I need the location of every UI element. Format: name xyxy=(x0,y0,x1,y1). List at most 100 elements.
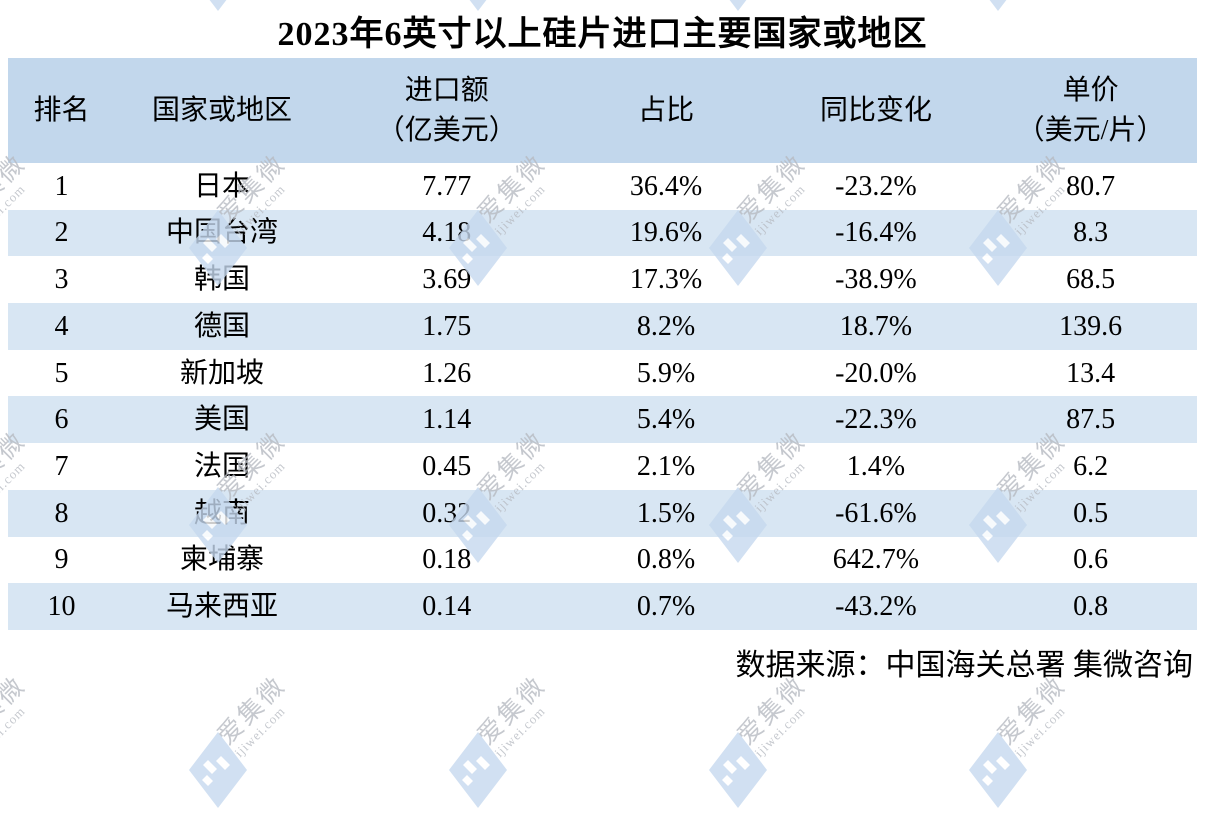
cell-value: -38.9% xyxy=(835,264,917,296)
cell-value: 80.7 xyxy=(1066,170,1116,202)
cell-value: 4 xyxy=(54,310,69,342)
watermark-domain: ijiwei.com xyxy=(231,703,289,760)
cell-share: 5.9% xyxy=(564,350,767,397)
col-header-rank: 排名 xyxy=(33,94,90,126)
cell-import-value: 1.75 xyxy=(329,303,564,350)
cell-value: 139.6 xyxy=(1059,310,1123,342)
cell-value: 7 xyxy=(54,450,69,482)
watermark-domain: ijiwei.com xyxy=(1011,703,1069,760)
cell-yoy-change: -38.9% xyxy=(768,256,984,303)
cell-value: 6.2 xyxy=(1073,450,1109,482)
cell-value: 3 xyxy=(54,264,69,296)
cell-country: 越南 xyxy=(115,490,329,537)
cell-rank: 9 xyxy=(8,537,115,584)
cell-unit-price: 8.3 xyxy=(984,210,1197,257)
watermark-brand: 爱集微 xyxy=(212,671,292,751)
cell-unit-price: 80.7 xyxy=(984,163,1197,210)
table-header: 排名 国家或地区 进口额 （亿美元） 占比 同比变化 单价 （美元/片） xyxy=(8,58,1197,163)
ijiwei-logo-icon xyxy=(189,732,247,808)
cell-unit-price: 13.4 xyxy=(984,350,1197,397)
cell-value: 越南 xyxy=(194,497,251,529)
cell-import-value: 4.18 xyxy=(329,210,564,257)
cell-share: 36.4% xyxy=(564,163,767,210)
cell-yoy-change: -20.0% xyxy=(768,350,984,397)
watermark-text: 爱集微 ijiwei.com xyxy=(0,672,41,760)
cell-yoy-change: 1.4% xyxy=(768,443,984,490)
table-body: 1 日本 7.77 36.4% -23.2% 80.7 2 中国台湾 4.18 19.6% -16.… xyxy=(8,163,1197,630)
cell-value: 10 xyxy=(47,590,76,622)
table-row: 2 中国台湾 4.18 19.6% -16.4% 8.3 xyxy=(8,209,1197,257)
table-row: 10 马来西亚 0.14 0.7% -43.2% 0.8 xyxy=(8,583,1197,630)
cell-value: 1.5% xyxy=(636,497,696,529)
cell-value: 0.8 xyxy=(1073,590,1109,622)
cell-value: 韩国 xyxy=(194,264,251,296)
cell-value: 642.7% xyxy=(832,544,920,576)
cell-rank: 2 xyxy=(8,210,115,257)
cell-rank: 7 xyxy=(8,443,115,490)
cell-share: 8.2% xyxy=(564,303,767,350)
cell-value: 2 xyxy=(54,217,69,249)
cell-share: 19.6% xyxy=(564,210,767,257)
watermark-brand: 爱集微 xyxy=(472,671,552,751)
table-row: 3 韩国 3.69 17.3% -38.9% 68.5 xyxy=(8,256,1197,303)
cell-value: 8.2% xyxy=(636,310,696,342)
cell-value: 1.75 xyxy=(422,310,472,342)
cell-value: -22.3% xyxy=(835,404,917,436)
cell-yoy-change: 18.7% xyxy=(768,303,984,350)
watermark-domain: ijiwei.com xyxy=(0,703,29,760)
cell-value: 0.45 xyxy=(422,450,472,482)
cell-value: 5 xyxy=(54,357,69,389)
col-header-import-value: 进口额 （亿美元） xyxy=(376,75,517,146)
cell-rank: 4 xyxy=(8,303,115,350)
table-row: 9 柬埔寨 0.18 0.8% 642.7% 0.6 xyxy=(8,537,1197,584)
cell-value: 0.32 xyxy=(422,497,472,529)
cell-value: 0.8% xyxy=(636,544,696,576)
col-header-country: 国家或地区 xyxy=(152,94,293,126)
cell-value: 0.14 xyxy=(422,590,472,622)
cell-value: 2.1% xyxy=(636,450,696,482)
ijiwei-logo-icon xyxy=(709,732,767,808)
cell-value: 36.4% xyxy=(629,170,703,202)
cell-unit-price: 6.2 xyxy=(984,443,1197,490)
cell-value: 17.3% xyxy=(629,264,703,296)
cell-yoy-change: -61.6% xyxy=(768,490,984,537)
cell-yoy-change: -23.2% xyxy=(768,163,984,210)
import-table: 排名 国家或地区 进口额 （亿美元） 占比 同比变化 单价 （美元/片） 1 日本 7.… xyxy=(8,58,1197,630)
cell-country: 韩国 xyxy=(115,256,329,303)
table-row: 5 新加坡 1.26 5.9% -20.0% 13.4 xyxy=(8,350,1197,397)
cell-value: 中国台湾 xyxy=(166,217,279,249)
table-row: 8 越南 0.32 1.5% -61.6% 0.5 xyxy=(8,489,1197,537)
cell-country: 德国 xyxy=(115,303,329,350)
cell-rank: 10 xyxy=(8,583,115,630)
cell-value: -16.4% xyxy=(835,217,917,249)
cell-value: 7.77 xyxy=(422,170,472,202)
cell-unit-price: 139.6 xyxy=(984,303,1197,350)
cell-import-value: 1.14 xyxy=(329,396,564,443)
page-title: 2023年6英寸以上硅片进口主要国家或地区 xyxy=(277,16,928,53)
cell-value: 3.69 xyxy=(422,264,472,296)
cell-value: -61.6% xyxy=(835,497,917,529)
cell-rank: 3 xyxy=(8,256,115,303)
cell-value: 法国 xyxy=(194,450,251,482)
watermark-text: 爱集微 ijiwei.com xyxy=(993,672,1081,760)
cell-unit-price: 0.6 xyxy=(984,537,1197,584)
cell-value: 18.7% xyxy=(839,310,913,342)
cell-value: 87.5 xyxy=(1066,404,1116,436)
cell-import-value: 7.77 xyxy=(329,163,564,210)
cell-value: 德国 xyxy=(194,310,251,342)
cell-rank: 6 xyxy=(8,396,115,443)
cell-country: 柬埔寨 xyxy=(115,537,329,584)
cell-share: 2.1% xyxy=(564,443,767,490)
cell-value: 0.18 xyxy=(422,544,472,576)
cell-unit-price: 68.5 xyxy=(984,256,1197,303)
cell-unit-price: 0.8 xyxy=(984,583,1197,630)
cell-yoy-change: 642.7% xyxy=(768,537,984,584)
ijiwei-logo-icon xyxy=(449,732,507,808)
cell-country: 日本 xyxy=(115,163,329,210)
cell-share: 0.7% xyxy=(564,583,767,630)
watermark-text: 爱集微 ijiwei.com xyxy=(213,672,301,760)
cell-value: 8 xyxy=(54,497,69,529)
table-row: 7 法国 0.45 2.1% 1.4% 6.2 xyxy=(8,443,1197,490)
cell-rank: 8 xyxy=(8,490,115,537)
